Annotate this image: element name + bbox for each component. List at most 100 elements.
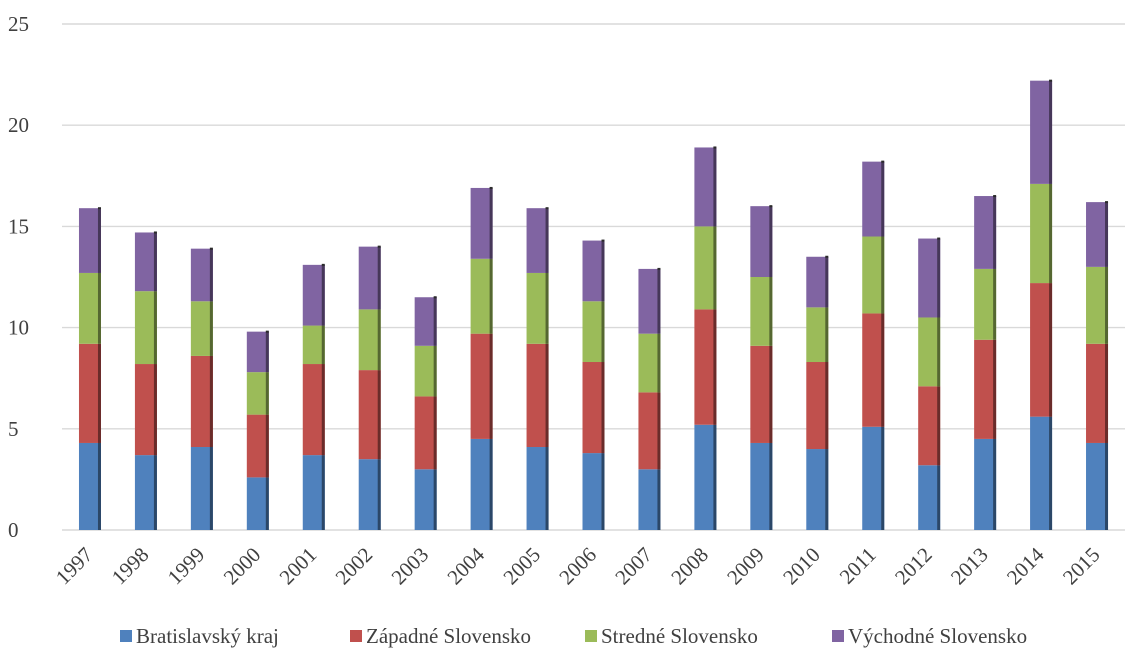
x-tick-label: 1999 — [163, 543, 210, 590]
x-tick-label: 2004 — [442, 542, 489, 589]
bar-segment-edge — [1105, 442, 1109, 530]
bar-segment — [134, 291, 157, 365]
legend-swatch — [832, 630, 844, 642]
bar-segment-edge — [153, 364, 157, 456]
bar-segment-edge — [265, 372, 269, 415]
x-tick-label: 2006 — [554, 543, 601, 590]
bar-segment-edge — [377, 309, 381, 371]
bar-segment-edge — [545, 272, 549, 344]
bar-segment-edge — [713, 424, 717, 530]
bar-segment — [862, 313, 885, 427]
bar-top-edge — [937, 237, 941, 240]
bar-segment-edge — [433, 297, 437, 346]
bar-segment — [470, 187, 493, 259]
bar-segment — [582, 301, 605, 363]
bar-top-edge — [433, 296, 437, 299]
x-tick-label: 2005 — [498, 543, 545, 590]
bar-segment-edge — [1049, 283, 1053, 417]
bar-segment-edge — [601, 240, 605, 302]
bar-segment — [694, 147, 717, 227]
x-tick-label: 2009 — [722, 543, 769, 590]
bar-segment-edge — [321, 455, 325, 530]
bar-segment-edge — [937, 238, 941, 318]
bar-segment-edge — [1105, 202, 1109, 267]
bar-segment-edge — [321, 364, 325, 456]
x-tick-label: 2012 — [890, 543, 937, 590]
x-tick-label: 2011 — [835, 543, 881, 589]
bar-segment-edge — [489, 438, 493, 530]
bar-segment-edge — [545, 208, 549, 273]
bar-segment-edge — [153, 455, 157, 530]
bar-segment-edge — [993, 339, 997, 439]
bar-segment-edge — [265, 414, 269, 478]
bar-segment — [358, 246, 381, 310]
bar-segment — [470, 258, 493, 334]
bar-top-edge — [97, 207, 101, 210]
y-tick-label: 25 — [8, 12, 29, 36]
bar-segment — [358, 459, 381, 530]
bar-top-edge — [769, 205, 773, 208]
y-tick-label: 15 — [8, 214, 29, 238]
bar-segment — [862, 161, 885, 237]
bar-segment-edge — [377, 246, 381, 310]
bar-segment — [78, 343, 101, 443]
bar-segment — [302, 264, 325, 326]
bar-segment-edge — [97, 208, 101, 273]
legend-label: Stredné Slovensko — [601, 624, 758, 648]
bar-segment — [470, 438, 493, 530]
x-tick-label: 2013 — [946, 543, 993, 590]
bar-top-edge — [713, 146, 717, 149]
x-tick-label: 2000 — [219, 543, 266, 590]
bar-segment — [526, 272, 549, 344]
bar-segment-edge — [377, 459, 381, 530]
bar-segment — [918, 317, 941, 387]
bar-segment-edge — [433, 345, 437, 397]
bar-segment-edge — [657, 268, 661, 334]
bar-segment-edge — [993, 268, 997, 340]
bar-segment-edge — [937, 317, 941, 387]
bar-top-edge — [377, 245, 381, 248]
bar-segment-edge — [489, 187, 493, 259]
bar-segment — [582, 240, 605, 302]
bar-segment — [974, 339, 997, 439]
bar-top-edge — [993, 195, 997, 198]
bar-segment — [78, 208, 101, 273]
bar-segment-edge — [769, 345, 773, 443]
bar-segment — [78, 442, 101, 530]
bar-segment — [806, 362, 829, 450]
bar-segment — [694, 424, 717, 530]
bar-segment — [1030, 80, 1053, 184]
x-tick-label: 2001 — [275, 543, 322, 590]
bar-segment-edge — [825, 362, 829, 450]
bar-top-edge — [1105, 201, 1109, 204]
bar-segment-edge — [713, 147, 717, 227]
bar-segment — [190, 447, 213, 530]
bar-segment-edge — [545, 447, 549, 530]
bar-segment — [638, 268, 661, 334]
y-tick-label: 5 — [8, 417, 19, 441]
bar-segment-edge — [377, 370, 381, 460]
bar-segment-edge — [825, 307, 829, 363]
bar-segment-edge — [265, 331, 269, 373]
y-tick-label: 0 — [8, 518, 19, 542]
bar-segment — [246, 477, 269, 530]
bar-segment — [246, 372, 269, 415]
bar-segment — [414, 396, 437, 470]
bar-segment — [918, 386, 941, 466]
bar-segment-edge — [993, 196, 997, 269]
bar-segment-edge — [97, 343, 101, 443]
bar-top-edge — [545, 207, 549, 210]
bar-top-edge — [657, 267, 661, 270]
bar-segment — [694, 309, 717, 425]
bar-segment — [1086, 266, 1109, 344]
bar-segment — [750, 277, 773, 346]
bar-segment — [638, 333, 661, 393]
bar-segment — [638, 469, 661, 530]
bar-segment-edge — [209, 355, 213, 448]
bar-segment — [302, 455, 325, 530]
bar-segment — [78, 272, 101, 344]
bar-segment-edge — [1105, 266, 1109, 344]
bar-segment — [302, 364, 325, 456]
bar-segment — [134, 455, 157, 530]
